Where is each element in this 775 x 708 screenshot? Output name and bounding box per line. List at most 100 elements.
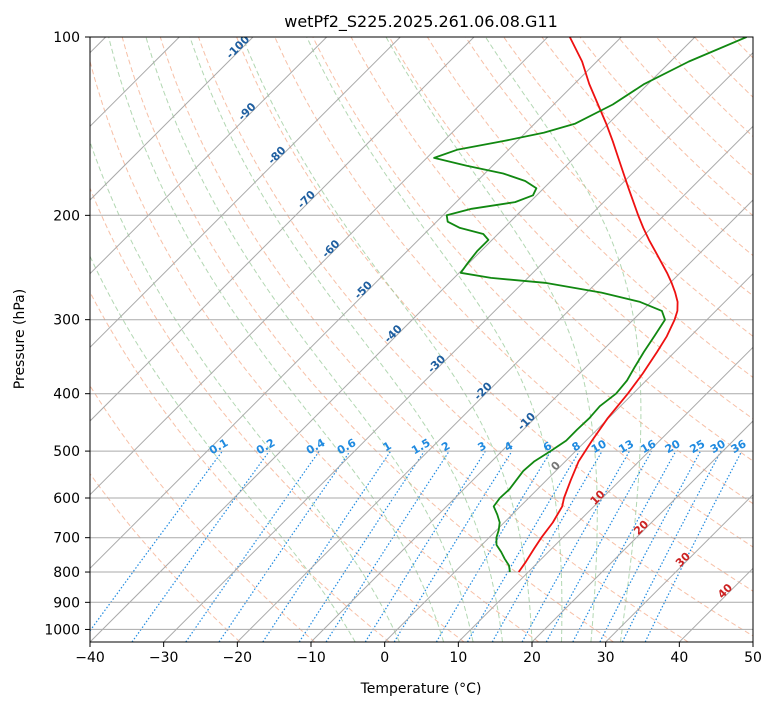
- mixing-ratio-line: [364, 450, 486, 642]
- isotherm-line: [90, 37, 328, 275]
- x-tick-label: −30: [149, 650, 179, 666]
- isotherm-line: [310, 199, 753, 642]
- mixing-ratio-label: 3: [475, 439, 488, 454]
- y-tick-label: 800: [53, 565, 80, 581]
- moist-adiabat-line: [242, 37, 533, 642]
- x-tick-label: 10: [449, 650, 467, 666]
- dry-adiabat-line: [771, 37, 775, 642]
- moist-adiabat-line: [90, 255, 356, 642]
- y-axis-label: Pressure (hPa): [12, 289, 28, 389]
- dry-adiabat-line: [350, 37, 753, 462]
- dry-adiabat-line: [579, 37, 753, 217]
- mixing-ratio-line: [599, 450, 702, 642]
- isotherm-line: [90, 37, 401, 349]
- saturation-adiabat-label: -30: [425, 352, 448, 375]
- y-tick-label: 300: [53, 313, 80, 329]
- mixing-ratio-line: [621, 450, 722, 642]
- moist-adiabat-line: [145, 37, 474, 642]
- x-tick-label: −20: [223, 650, 253, 666]
- mixing-ratio-label: 4: [502, 439, 515, 454]
- isotherm-line: [90, 37, 549, 496]
- mixing-ratio-label: 1: [381, 439, 394, 454]
- mixing-ratio-line: [325, 450, 450, 642]
- mixing-ratio-line: [298, 450, 425, 642]
- mixing-ratio-line: [90, 450, 223, 632]
- mixing-ratio-label: 13: [616, 437, 636, 456]
- mixing-ratio-label: 0.4: [304, 436, 328, 457]
- isotherm-line: [384, 272, 753, 642]
- line-labels: 0.1 0.2 0.4 0.6 1 1.5 2 3 4 6 8 10 13 16 20 25 30 36-100-…: [207, 37, 749, 601]
- isotherm-line: [531, 420, 753, 642]
- mixing-ratio-line: [393, 450, 513, 642]
- saturation-adiabat-label: -60: [319, 237, 342, 260]
- dewpoint-line: [433, 37, 747, 573]
- isotherm-line: [678, 567, 753, 642]
- dry-adiabats: [90, 37, 775, 642]
- dry-adiabat-line: [90, 472, 241, 642]
- mixing-ratio-label: 36: [729, 437, 749, 456]
- dry-adiabat-line: [159, 37, 689, 642]
- mixing-ratio-lines: [90, 450, 743, 642]
- dry-adiabat-line: [90, 291, 390, 642]
- y-axis-ticks: 100 200 300 400 500 600 700 800 900 1000: [44, 30, 90, 638]
- y-tick-label: 200: [53, 208, 80, 224]
- dry-adiabat-line: [388, 37, 753, 420]
- isotherm-line: [90, 37, 254, 201]
- mixing-ratio-line: [644, 450, 743, 642]
- mixing-ratio-line: [521, 450, 631, 642]
- moist-adiabat-line: [90, 140, 400, 642]
- mixing-ratio-line: [491, 450, 603, 642]
- wet-bulb-label: 30: [673, 549, 693, 569]
- x-tick-label: 30: [597, 650, 615, 666]
- y-tick-label: 1000: [44, 622, 80, 638]
- moist-adiabat-line: [306, 37, 563, 642]
- isotherm-line: [163, 51, 753, 642]
- dry-adiabat-line: [312, 37, 753, 505]
- mixing-ratio-label: 0.1: [207, 436, 230, 457]
- isotherm-line: [90, 37, 475, 422]
- isobar-grid: [90, 37, 753, 630]
- sounding-series: [433, 37, 747, 573]
- mixing-ratio-label: 8: [570, 439, 583, 454]
- y-tick-label: 400: [53, 387, 80, 403]
- mixing-ratio-line: [218, 450, 351, 642]
- x-tick-label: −10: [296, 650, 326, 666]
- dry-adiabat-line: [90, 59, 540, 642]
- saturation-adiabat-label: -10: [515, 410, 538, 433]
- saturation-adiabat-label: -90: [235, 100, 258, 123]
- isotherm-line: [90, 37, 622, 570]
- wet-bulb-label: 10: [588, 487, 608, 507]
- mixing-ratio-line: [131, 450, 270, 642]
- moist-adiabat-line: [485, 37, 642, 642]
- saturation-adiabat-label: -70: [295, 188, 318, 211]
- temperature-line: [517, 37, 679, 573]
- isotherm-grid: [90, 37, 753, 642]
- dry-adiabat-line: [503, 37, 753, 297]
- mixing-ratio-label: 1.5: [409, 436, 432, 457]
- mixing-ratio-line: [185, 450, 320, 642]
- x-axis-ticks: −40 −30 −20 −10 0 10 20 30 40 50: [75, 642, 762, 666]
- dry-adiabat-line: [541, 37, 753, 257]
- isotherm-line: [605, 493, 753, 642]
- y-tick-label: 700: [53, 531, 80, 547]
- mixing-ratio-label: 30: [708, 437, 728, 456]
- dry-adiabat-line: [274, 37, 753, 548]
- saturation-adiabat-label: -80: [265, 144, 288, 167]
- plot-frame: [89, 36, 754, 643]
- y-tick-label: 900: [53, 595, 80, 611]
- x-axis-label: Temperature (°C): [360, 681, 482, 697]
- saturation-adiabat-label: -20: [472, 379, 495, 402]
- mixing-ratio-line: [572, 450, 677, 642]
- mixing-ratio-label: 16: [638, 437, 658, 456]
- x-tick-label: 20: [523, 650, 541, 666]
- isotherm-line: [752, 641, 753, 642]
- x-tick-label: 50: [744, 650, 762, 666]
- dry-adiabat-line: [121, 37, 614, 642]
- mixing-ratio-label: 0.6: [335, 436, 359, 457]
- mixing-ratio-label: 25: [687, 437, 707, 456]
- y-tick-label: 500: [53, 444, 80, 460]
- y-tick-label: 100: [53, 30, 80, 46]
- dry-adiabat-line: [732, 37, 753, 59]
- isotherm-line: [457, 346, 753, 642]
- moist-adiabat-line: [108, 37, 445, 642]
